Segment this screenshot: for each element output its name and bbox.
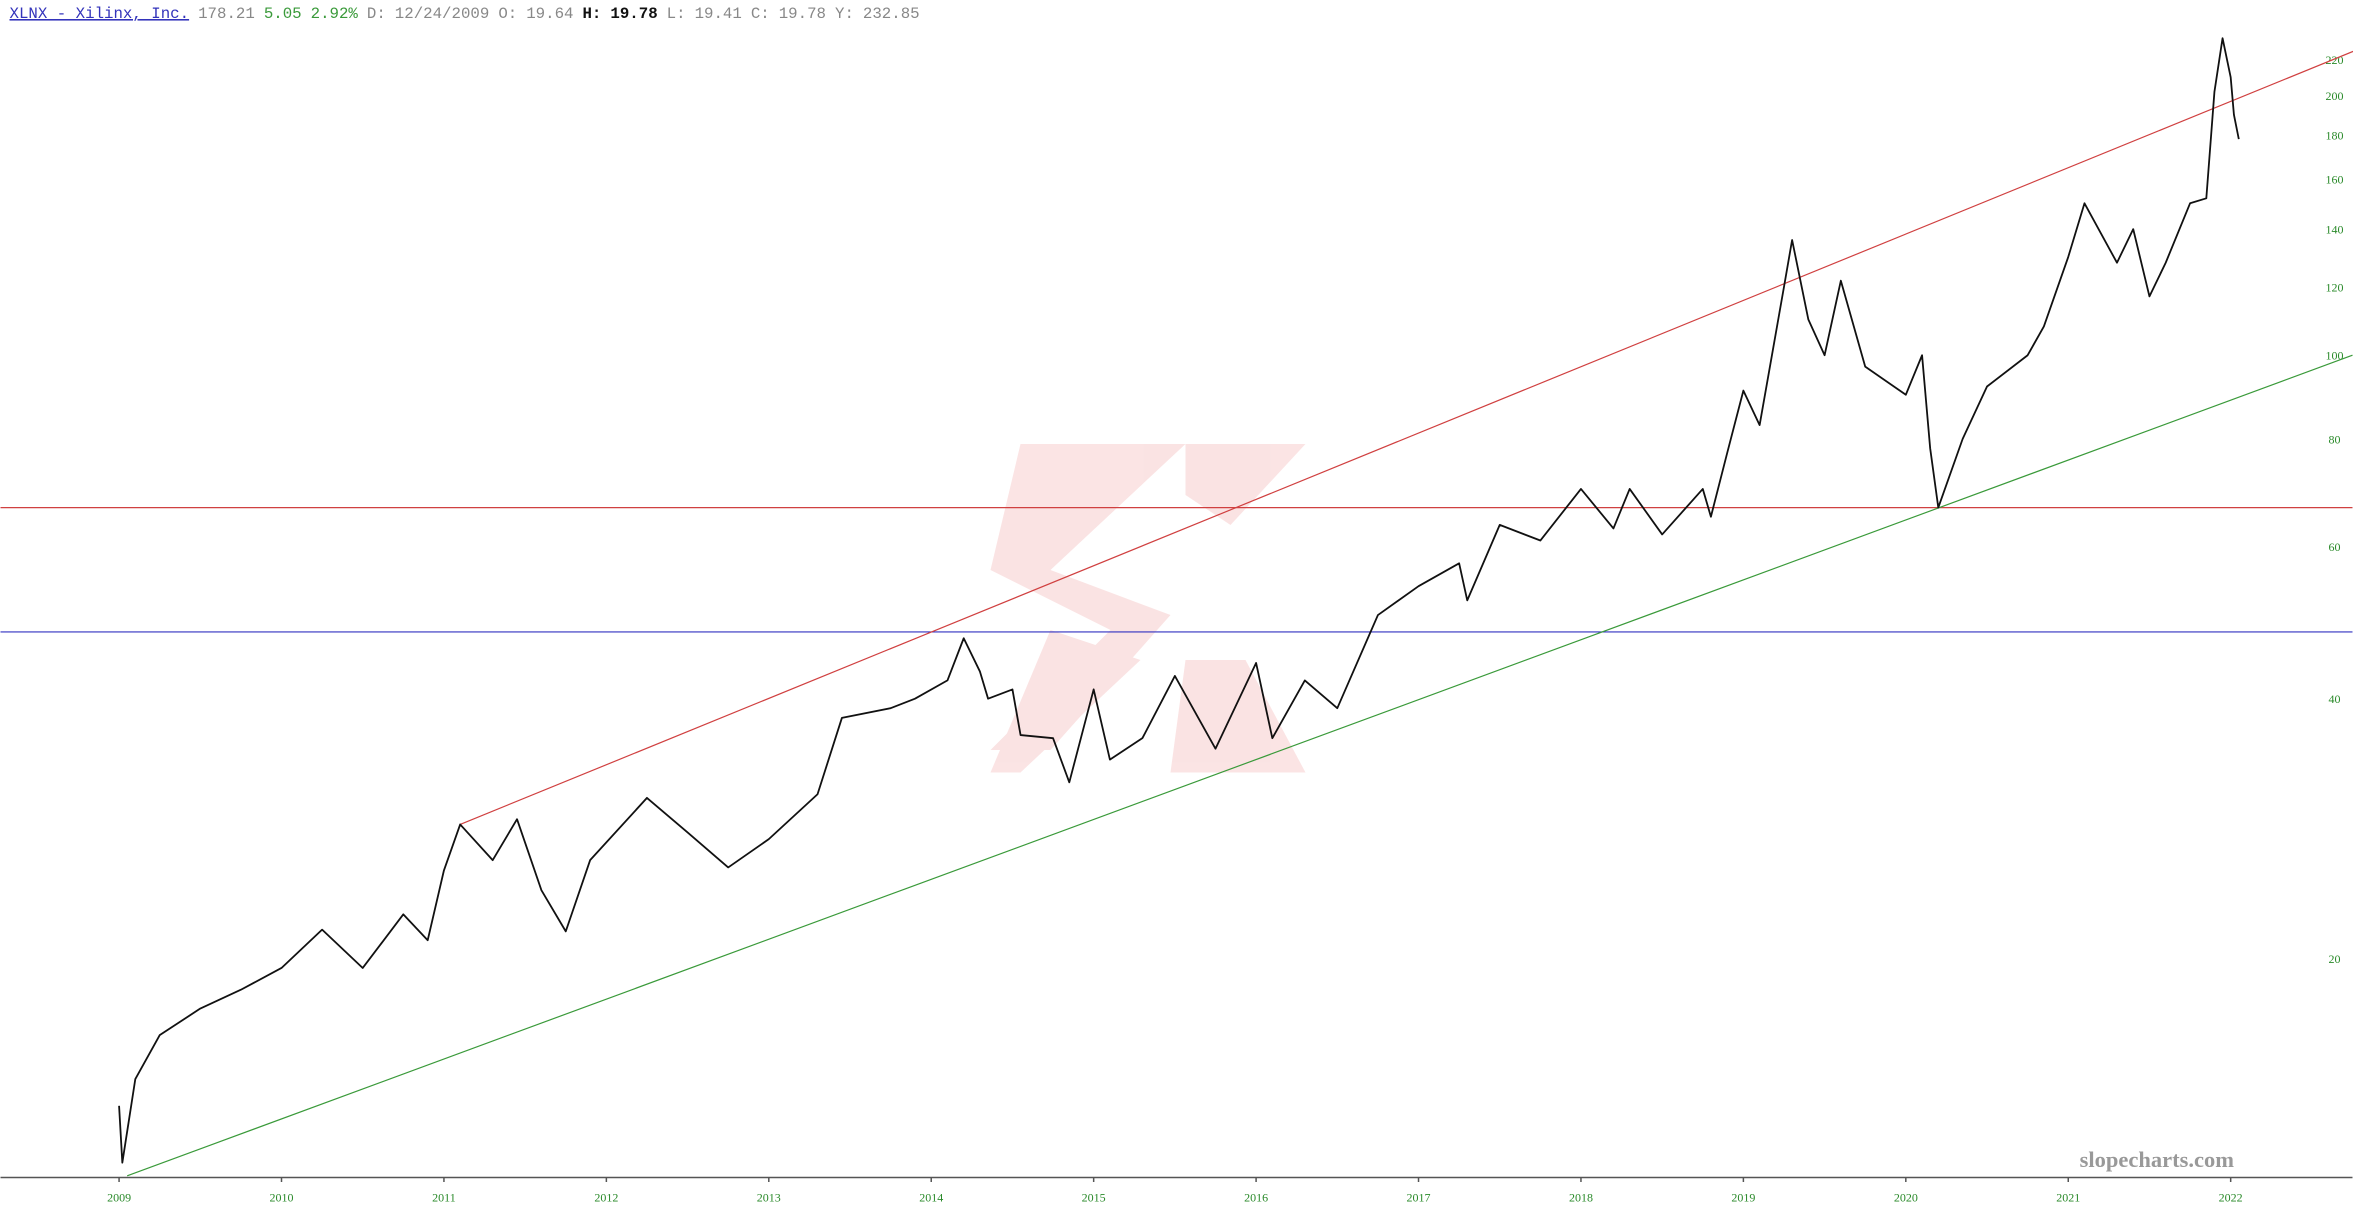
x-tick-label: 2019 bbox=[1731, 1191, 1755, 1205]
header-item: 5.05 bbox=[264, 5, 302, 23]
x-tick-label: 2013 bbox=[757, 1191, 781, 1205]
x-tick-label: 2021 bbox=[2056, 1191, 2080, 1205]
y-tick-label: 120 bbox=[2326, 280, 2344, 294]
x-tick-label: 2017 bbox=[1407, 1191, 1431, 1205]
x-tick-label: 2009 bbox=[107, 1191, 131, 1205]
y-tick-label: 20 bbox=[2329, 952, 2341, 966]
chart-title[interactable]: XLNX - Xilinx, Inc. bbox=[10, 5, 190, 23]
x-tick-label: 2018 bbox=[1569, 1191, 1593, 1205]
x-tick-label: 2015 bbox=[1082, 1191, 1106, 1205]
header-item: D: bbox=[367, 5, 386, 23]
y-tick-label: 100 bbox=[2326, 349, 2344, 363]
header-item: 178.21 bbox=[198, 5, 255, 23]
x-tick-label: 2011 bbox=[432, 1191, 456, 1205]
y-tick-label: 80 bbox=[2329, 432, 2341, 446]
header: XLNX - Xilinx, Inc. 178.21 5.05 2.92% D: 12/2… bbox=[10, 5, 920, 23]
header-item: H: bbox=[582, 5, 601, 23]
x-tick-label: 2012 bbox=[594, 1191, 618, 1205]
header-item: 19.41 bbox=[695, 5, 742, 23]
watermark-logo bbox=[990, 444, 1306, 773]
x-tick-label: 2016 bbox=[1244, 1191, 1268, 1205]
y-tick-label: 180 bbox=[2326, 128, 2344, 142]
x-tick-label: 2010 bbox=[270, 1191, 294, 1205]
header-item: Y: bbox=[835, 5, 854, 23]
y-tick-label: 200 bbox=[2326, 89, 2344, 103]
header-item: 2.92% bbox=[311, 5, 359, 23]
y-tick-label: 40 bbox=[2329, 692, 2341, 706]
trendline bbox=[459, 50, 2353, 825]
header-item: C: bbox=[751, 5, 770, 23]
x-tick-label: 2020 bbox=[1894, 1191, 1918, 1205]
x-tick-label: 2014 bbox=[919, 1191, 943, 1205]
watermark: slopecharts.com bbox=[2080, 1147, 2235, 1172]
trendline bbox=[126, 354, 2353, 1177]
header-item: 19.78 bbox=[610, 5, 657, 23]
y-tick-label: 60 bbox=[2329, 540, 2341, 554]
y-tick-label: 160 bbox=[2326, 173, 2344, 187]
header-item: 232.85 bbox=[863, 5, 920, 23]
y-tick-label: 140 bbox=[2326, 223, 2344, 237]
x-tick-label: 2022 bbox=[2219, 1191, 2243, 1205]
header-item: 19.78 bbox=[779, 5, 826, 23]
header-item: O: bbox=[498, 5, 517, 23]
price-line bbox=[118, 37, 2240, 1164]
header-item: L: bbox=[667, 5, 686, 23]
header-item: 19.64 bbox=[526, 5, 573, 23]
y-tick-label: 220 bbox=[2326, 53, 2344, 67]
header-item: 12/24/2009 bbox=[395, 5, 490, 23]
